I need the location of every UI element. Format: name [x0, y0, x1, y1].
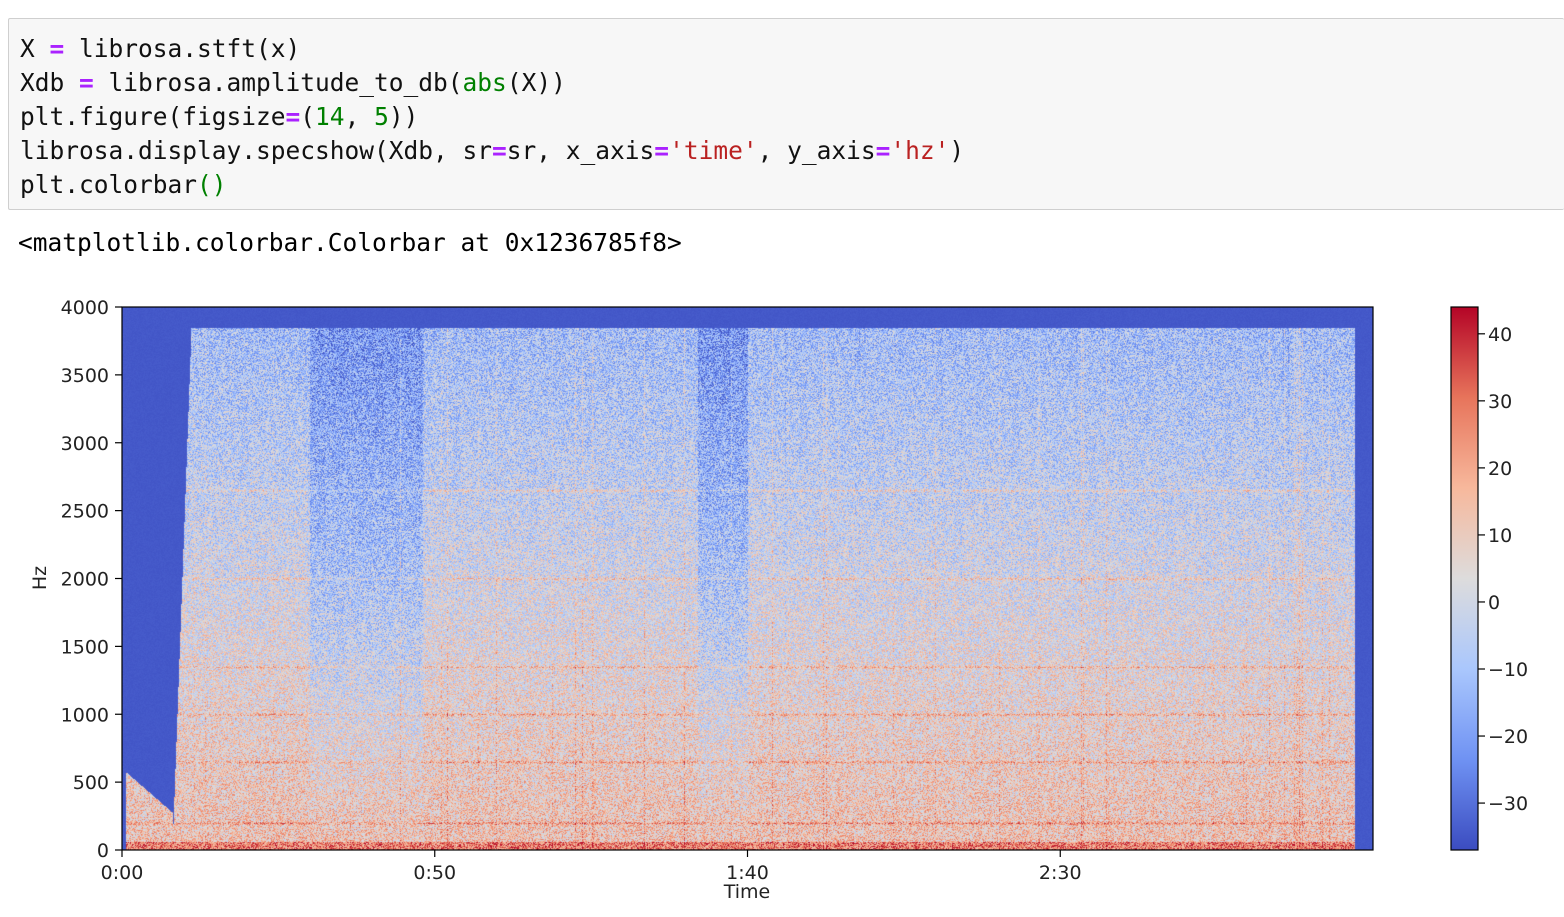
code-token: 5: [374, 102, 389, 131]
code-token: 'hz': [890, 136, 950, 165]
x-tick-label: 0:50: [413, 862, 456, 884]
code-token: ,: [344, 102, 375, 131]
y-axis: 0 500 1000 1500 2000 2500 3000 3500 4000: [61, 297, 122, 862]
code-line: librosa.display.specshow(Xdb, sr=sr, x_a…: [20, 136, 964, 165]
y-tick-label: 3000: [61, 433, 109, 455]
code-token: =: [79, 68, 94, 97]
code-token: librosa.amplitude_to_db(: [93, 68, 463, 97]
code-token: =: [492, 136, 507, 165]
y-tick-label: 0: [97, 840, 109, 862]
code-token: abs: [462, 68, 507, 97]
code-token: plt.figure(figsize: [20, 102, 286, 131]
code-token: =: [285, 102, 301, 131]
colorbar-frame: [1450, 306, 1479, 851]
y-tick-label: 500: [73, 772, 109, 794]
colorbar-tick-label: −20: [1488, 726, 1528, 748]
code-line: Xdb = librosa.amplitude_to_db(abs(X)): [20, 68, 566, 97]
code-token: Xdb: [20, 68, 80, 97]
colorbar-tick-label: −10: [1488, 659, 1528, 681]
y-tick-label: 2000: [61, 569, 109, 591]
code-token: )): [388, 102, 419, 131]
y-tick-label: 1000: [61, 704, 109, 726]
spectrogram-svg: 0 500 1000 1500 2000 2500 3000 3500 4000 0:00 0:5…: [29, 297, 1528, 903]
code-input[interactable]: X = librosa.stft(x) Xdb = librosa.amplit…: [20, 32, 964, 202]
spectrogram-canvas-host: [122, 307, 1373, 850]
y-tick-label: 2500: [61, 501, 109, 523]
code-cell[interactable]: X = librosa.stft(x) Xdb = librosa.amplit…: [8, 18, 1564, 210]
x-axis-label: Time: [723, 881, 771, 903]
code-token: sr, x_axis: [506, 136, 655, 165]
x-tick-label: 1:40: [726, 862, 769, 884]
code-token: =: [49, 34, 65, 63]
colorbar-fill: [1451, 307, 1478, 850]
code-token: =: [654, 136, 670, 165]
y-tick-label: 4000: [61, 297, 109, 319]
code-token: 14: [315, 102, 345, 131]
colorbar-tick-label: 30: [1488, 391, 1512, 413]
y-tick-label: 1500: [61, 636, 109, 658]
code-token: X: [20, 34, 50, 63]
x-tick-label: 0:00: [101, 862, 144, 884]
colorbar-tick-label: 10: [1488, 525, 1512, 547]
code-token: (X)): [506, 68, 566, 97]
code-line: plt.colorbar(): [20, 170, 227, 199]
x-tick-label: 2:30: [1039, 862, 1082, 884]
colorbar-tick-label: 0: [1488, 592, 1500, 614]
code-token: plt.colorbar: [20, 170, 198, 199]
cell-output-text: <matplotlib.colorbar.Colorbar at 0x12367…: [18, 228, 682, 257]
colorbar: 40 30 20 10 0 −10 −20 −30: [1450, 306, 1528, 851]
code-token: ): [949, 136, 965, 165]
code-line: X = librosa.stft(x): [20, 34, 300, 63]
spectrogram-image: [122, 307, 1373, 850]
code-token: (): [197, 170, 227, 199]
y-axis-label: Hz: [29, 566, 51, 590]
code-token: , y_axis: [757, 136, 876, 165]
colorbar-tick-label: 20: [1488, 458, 1512, 480]
code-token: 'time': [669, 136, 758, 165]
colorbar-ticks: 40 30 20 10 0 −10 −20 −30: [1478, 324, 1528, 815]
code-token: (: [300, 102, 316, 131]
x-axis: 0:00 0:50 1:40 2:30: [101, 850, 1082, 884]
code-token: =: [875, 136, 891, 165]
code-token: librosa.stft(x): [64, 34, 301, 63]
colorbar-tick-label: 40: [1488, 324, 1512, 346]
code-line: plt.figure(figsize=(14, 5)): [20, 102, 418, 131]
y-tick-label: 3500: [61, 365, 109, 387]
spectrogram-figure: 0 500 1000 1500 2000 2500 3000 3500 4000 0:00 0:5…: [0, 270, 1564, 912]
code-token: librosa.display.specshow(Xdb, sr: [20, 136, 493, 165]
colorbar-tick-label: −30: [1488, 793, 1528, 815]
